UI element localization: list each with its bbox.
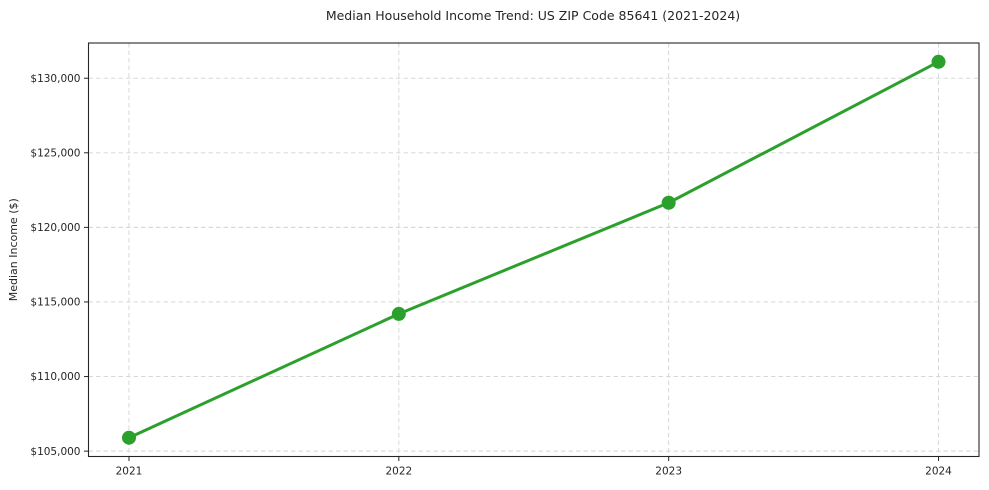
x-tick-label: 2024: [925, 466, 952, 478]
tick-layer: [84, 77, 940, 461]
y-tick-label: $120,000: [30, 222, 80, 234]
y-tick-label: $125,000: [30, 147, 80, 159]
y-tick-label: $115,000: [30, 297, 80, 309]
data-point: [121, 430, 136, 445]
y-tick-label: $110,000: [30, 371, 80, 383]
grid-layer: [88, 43, 979, 457]
y-tick-label: $130,000: [30, 73, 80, 85]
x-tick-label: 2023: [655, 466, 682, 478]
series-line: [127, 60, 941, 440]
x-tick-label: 2022: [385, 466, 412, 478]
chart-title: Median Household Income Trend: US ZIP Co…: [326, 8, 740, 23]
series-layer: [121, 54, 946, 445]
y-tick-label: $105,000: [30, 446, 80, 458]
data-point: [931, 54, 946, 69]
plot-border: [87, 42, 980, 458]
data-point: [391, 306, 406, 321]
data-point: [661, 195, 676, 210]
tick-label-layer: 2021 2022 2023 2024 $105,000 $110,000 $115,000…: [30, 73, 952, 478]
x-tick-label: 2021: [116, 466, 143, 478]
y-axis-label: Median Income ($): [7, 198, 20, 301]
